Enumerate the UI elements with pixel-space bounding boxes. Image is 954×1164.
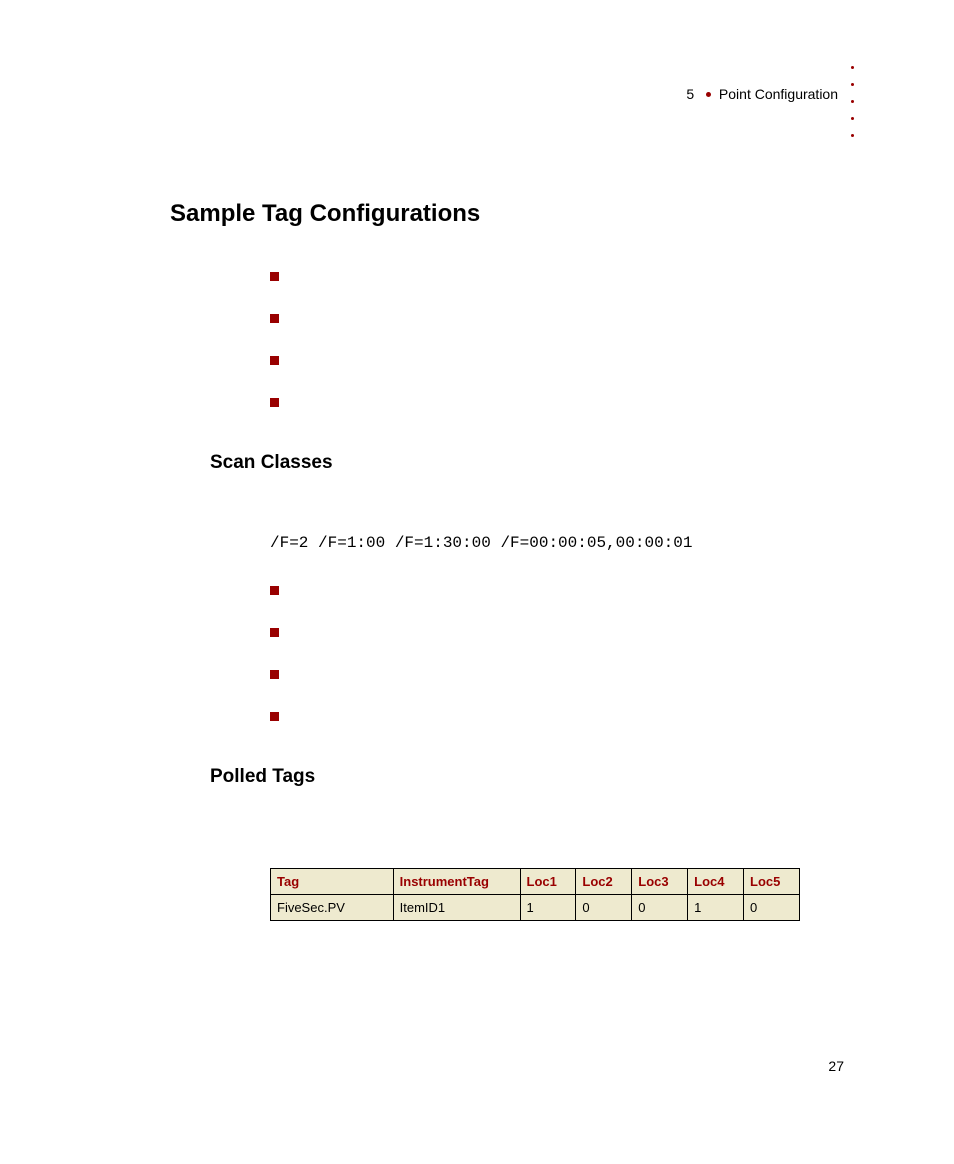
dot-icon [851, 117, 854, 120]
table-cell: 0 [632, 895, 688, 921]
column-header: Loc5 [744, 869, 800, 895]
section-title: Sample Tag Configurations [170, 200, 834, 228]
list-item [270, 352, 834, 370]
list-item [270, 268, 834, 286]
dot-icon [851, 83, 854, 86]
scan-classes-code: /F=2 /F=1:00 /F=1:30:00 /F=00:00:05,00:0… [270, 534, 834, 552]
table-header-row: Tag InstrumentTag Loc1 Loc2 Loc3 Loc4 Lo… [271, 869, 800, 895]
running-header: 5 Point Configuration [686, 86, 838, 102]
dot-icon [851, 100, 854, 103]
table-cell: FiveSec.PV [271, 895, 394, 921]
table-cell: 1 [688, 895, 744, 921]
table-cell: 0 [576, 895, 632, 921]
dot-icon [706, 92, 711, 97]
polled-tags-heading: Polled Tags [210, 766, 834, 788]
header-side-dots [851, 66, 854, 137]
sample-config-bullets [270, 268, 834, 412]
table-cell: ItemID1 [393, 895, 520, 921]
list-item [270, 624, 834, 642]
table-cell: 0 [744, 895, 800, 921]
list-item [270, 394, 834, 412]
column-header: Loc3 [632, 869, 688, 895]
list-item [270, 582, 834, 600]
scan-classes-heading: Scan Classes [210, 452, 834, 474]
page-content: Sample Tag Configurations Scan Classes /… [170, 200, 834, 921]
table-cell: 1 [520, 895, 576, 921]
dot-icon [851, 134, 854, 137]
table-row: FiveSec.PV ItemID1 1 0 0 1 0 [271, 895, 800, 921]
column-header: Loc1 [520, 869, 576, 895]
chapter-number: 5 [686, 86, 694, 102]
polled-tags-table: Tag InstrumentTag Loc1 Loc2 Loc3 Loc4 Lo… [270, 868, 800, 921]
scan-classes-bullets [270, 582, 834, 726]
column-header: InstrumentTag [393, 869, 520, 895]
page: 5 Point Configuration Sample Tag Configu… [0, 0, 954, 1164]
page-number: 27 [828, 1058, 844, 1074]
list-item [270, 310, 834, 328]
column-header: Loc4 [688, 869, 744, 895]
list-item [270, 666, 834, 684]
list-item [270, 708, 834, 726]
column-header: Loc2 [576, 869, 632, 895]
dot-icon [851, 66, 854, 69]
chapter-title: Point Configuration [719, 86, 838, 102]
column-header: Tag [271, 869, 394, 895]
